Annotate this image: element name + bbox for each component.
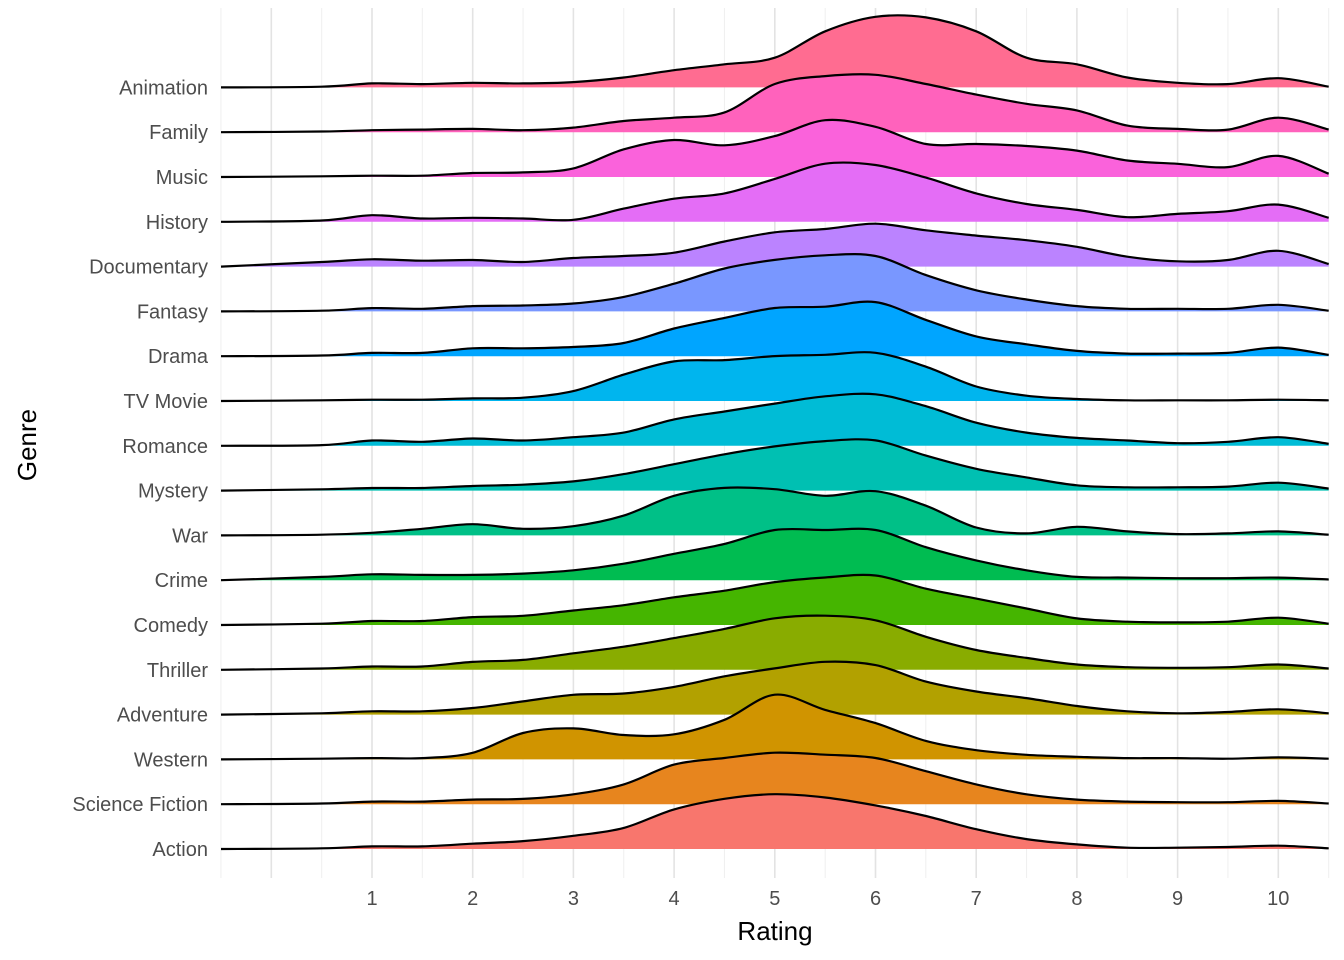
genre-label: Thriller xyxy=(147,660,208,682)
ridge-line-music xyxy=(220,118,1330,179)
x-tick-label: 10 xyxy=(1267,888,1289,910)
ridge-fill-tv-movie xyxy=(221,352,1329,401)
x-tick-label: 9 xyxy=(1172,888,1183,910)
ridge-fill-western xyxy=(221,694,1329,760)
ridge-fill-family xyxy=(221,74,1329,133)
genre-label: Action xyxy=(152,839,208,861)
ridge-fill-science-fiction xyxy=(221,752,1329,805)
genre-label: Romance xyxy=(122,436,208,458)
ridge-fill-music xyxy=(221,119,1329,177)
ridge-fill-history xyxy=(221,162,1329,222)
ridge-line-action xyxy=(220,793,1329,851)
ridge-fill-war xyxy=(221,487,1329,536)
x-tick-label: 4 xyxy=(669,888,680,910)
ridge-fill-adventure xyxy=(221,661,1329,715)
ridge-line-crime xyxy=(220,527,1329,582)
ridge-line-fantasy xyxy=(220,253,1329,313)
x-tick-label: 7 xyxy=(971,888,982,910)
ridge-line-documentary xyxy=(220,222,1329,268)
ridge-line-comedy xyxy=(220,573,1329,627)
genre-label: Comedy xyxy=(134,615,208,637)
x-tick-label: 3 xyxy=(568,888,579,910)
genre-label: TV Movie xyxy=(124,391,208,413)
ridge-line-science-fiction xyxy=(220,751,1329,806)
ridge-fill-animation xyxy=(221,15,1329,88)
ridge-fill-drama xyxy=(221,301,1329,357)
x-tick-labels: 1 2 3 4 5 6 7 8 9 10 xyxy=(366,888,1289,910)
x-tick-label: 5 xyxy=(769,888,780,910)
ridge-line-drama xyxy=(220,300,1329,358)
ridge-line-tv-movie xyxy=(220,351,1329,403)
x-tick-label: 1 xyxy=(366,888,377,910)
ridge-fill-fantasy xyxy=(221,254,1329,312)
genre-label: Western xyxy=(134,749,208,771)
x-tick-label: 6 xyxy=(870,888,881,910)
ridge-fill-crime xyxy=(221,528,1329,581)
genre-label: Music xyxy=(156,167,208,189)
genre-label: Documentary xyxy=(89,257,208,279)
x-tick-label: 8 xyxy=(1071,888,1082,910)
ridge-fill-thriller xyxy=(221,615,1329,670)
genre-label: Family xyxy=(149,122,208,144)
ridge-line-animation xyxy=(220,14,1329,89)
x-axis-title: Rating xyxy=(737,916,812,946)
ridge-line-romance xyxy=(220,392,1329,447)
genre-label: Fantasy xyxy=(137,301,208,323)
genre-labels: Animation Family Music History Documentary Fa… xyxy=(72,77,208,861)
genre-label: Adventure xyxy=(117,705,208,727)
genre-label: Crime xyxy=(155,570,208,592)
genre-label: Drama xyxy=(148,346,209,368)
ridge-line-western xyxy=(220,693,1329,761)
y-axis-title: Genre xyxy=(12,409,42,481)
genre-label: Mystery xyxy=(138,481,208,503)
genre-label: Science Fiction xyxy=(72,794,208,816)
ridge-line-thriller xyxy=(220,614,1329,671)
ridge-layer xyxy=(220,14,1330,851)
ridge-line-adventure xyxy=(220,660,1329,716)
ridge-line-family xyxy=(220,73,1329,134)
genre-label: Animation xyxy=(119,77,208,99)
ridge-line-war xyxy=(220,486,1329,537)
ridge-line-history xyxy=(220,161,1329,223)
ridge-line-mystery xyxy=(220,438,1329,492)
genre-label: War xyxy=(172,525,208,547)
ridge-fill-romance xyxy=(221,393,1329,446)
ridge-fill-comedy xyxy=(221,574,1329,625)
x-tick-label: 2 xyxy=(467,888,478,910)
ridge-fill-mystery xyxy=(221,439,1329,491)
genre-label: History xyxy=(146,212,208,234)
ridge-fill-action xyxy=(221,794,1329,849)
ridge-fill-documentary xyxy=(221,223,1329,267)
